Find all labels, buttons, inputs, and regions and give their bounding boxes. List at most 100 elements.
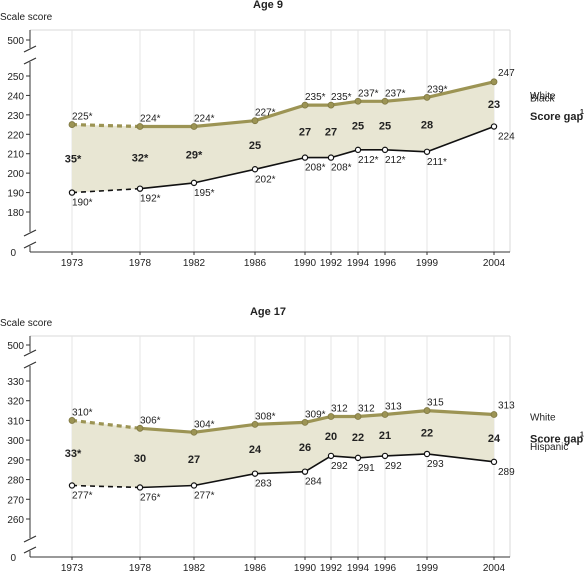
series-line-dashed-white	[71, 122, 141, 129]
gap-value-label: 22	[352, 432, 364, 444]
axis-break-mark	[23, 241, 37, 249]
data-point-white	[354, 413, 362, 420]
axis-break-mark	[23, 546, 37, 554]
data-label-black: 208*	[305, 163, 326, 174]
score-gap-area	[72, 410, 494, 488]
data-point-white	[423, 407, 431, 414]
chart-title: Age 9	[253, 0, 283, 11]
gap-value-label: 30	[134, 453, 146, 465]
x-tick-label: 1978	[129, 258, 152, 269]
y-tick-label: 180	[7, 208, 24, 219]
data-point-white	[190, 123, 198, 130]
data-point-white	[68, 417, 76, 424]
data-point-black	[490, 123, 498, 130]
data-label-black: 212*	[358, 155, 379, 166]
data-label-white: 312	[358, 403, 375, 414]
data-point-hispanic	[251, 470, 259, 477]
data-point-black	[354, 146, 362, 154]
y-tick-label-zero: 0	[10, 248, 16, 259]
data-label-white: 235*	[305, 92, 326, 103]
data-label-hispanic: 289	[498, 467, 515, 478]
axis-break-mark	[23, 535, 37, 543]
data-point-hispanic	[327, 452, 335, 460]
data-point-white	[301, 418, 309, 426]
data-point-black	[423, 148, 431, 155]
data-point-white	[327, 413, 335, 420]
data-label-hispanic: 283	[255, 479, 272, 490]
x-tick-label: 1992	[320, 563, 343, 574]
gap-value-label: 27	[188, 454, 200, 466]
data-point-black	[190, 179, 198, 187]
x-tick-label: 2004	[483, 563, 506, 574]
score-gap-area	[72, 81, 494, 193]
data-point-hispanic	[68, 482, 76, 489]
data-point-hispanic	[190, 482, 198, 489]
axis-break-mark	[23, 45, 37, 53]
data-point-hispanic	[423, 450, 431, 458]
data-label-white: 237*	[358, 88, 379, 99]
data-label-hispanic: 292	[331, 461, 348, 472]
data-label-black: 202*	[255, 174, 276, 185]
data-label-black: 224	[498, 132, 515, 143]
gap-value-label: 26	[299, 442, 311, 454]
data-label-white: 315	[427, 398, 444, 409]
data-label-white: 304*	[194, 419, 215, 430]
series-line-dashed-white	[71, 418, 141, 430]
y-tick-label-break: 500	[7, 36, 24, 47]
data-point-white	[423, 93, 431, 101]
data-label-black: 195*	[194, 188, 215, 199]
x-tick-label: 1978	[129, 563, 152, 574]
legend-score-gap: Score gap	[530, 111, 583, 123]
data-point-white	[327, 101, 335, 109]
y-tick-label: 320	[7, 397, 24, 408]
gap-value-label: 21	[379, 430, 391, 442]
data-label-hispanic: 292	[385, 461, 402, 472]
y-axis-title: Scale score	[0, 318, 53, 329]
data-label-white: 239*	[427, 84, 448, 95]
gap-value-label: 25	[249, 140, 261, 152]
x-tick-label: 1973	[61, 258, 84, 269]
data-point-hispanic	[354, 454, 362, 462]
data-label-white: 313	[498, 401, 515, 412]
data-point-white	[354, 97, 362, 105]
gap-value-label: 24	[249, 444, 262, 456]
gap-value-label: 25	[352, 121, 364, 133]
data-label-black: 211*	[427, 157, 447, 168]
chart-title: Age 17	[250, 306, 286, 318]
y-tick-label: 190	[7, 189, 24, 200]
x-tick-label: 1986	[244, 563, 267, 574]
legend-label-black: Black	[530, 94, 555, 105]
data-label-white: 224*	[140, 114, 161, 125]
data-point-black	[68, 189, 76, 196]
y-tick-label: 300	[7, 436, 24, 447]
legend-footnote-marker: 1	[580, 109, 584, 116]
gap-value-label: 29*	[186, 150, 203, 162]
y-tick-label: 210	[7, 150, 24, 161]
x-tick-label: 1982	[183, 258, 206, 269]
data-label-hispanic: 291	[358, 463, 375, 474]
y-tick-label-break: 500	[7, 341, 24, 352]
x-tick-label: 1990	[294, 563, 317, 574]
series-line-dashed-black	[71, 187, 141, 194]
data-point-white	[136, 424, 144, 432]
data-label-white: 313	[385, 402, 402, 413]
data-label-white: 237*	[385, 88, 406, 99]
data-point-white	[381, 411, 389, 418]
data-point-white	[490, 411, 498, 418]
data-point-white	[251, 420, 259, 428]
data-label-white: 312	[331, 403, 348, 414]
data-label-hispanic: 277*	[194, 490, 215, 501]
data-label-white: 224*	[194, 114, 215, 125]
x-tick-label: 1999	[416, 258, 439, 269]
data-label-hispanic: 284	[305, 477, 322, 488]
chart-panel-2: Age 17 Scale score 500 0 260 270 280 290 300 310 3…	[0, 306, 584, 574]
x-tick-label: 1994	[347, 563, 370, 574]
data-label-white: 309*	[305, 409, 326, 420]
data-label-white: 306*	[140, 415, 161, 426]
x-tick-label: 1982	[183, 563, 206, 574]
x-tick-label: 1996	[374, 563, 397, 574]
data-point-white	[190, 428, 198, 436]
data-label-white: 308*	[255, 411, 276, 422]
gap-value-label: 22	[421, 427, 433, 439]
